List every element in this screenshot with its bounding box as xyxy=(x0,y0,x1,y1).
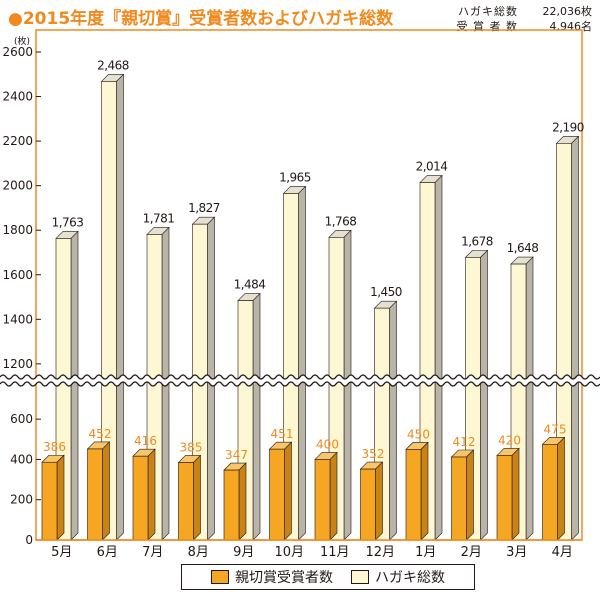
postcards-data-label-8: 1,450 xyxy=(370,285,402,299)
winners-bar-7 xyxy=(314,459,331,541)
y-tick-1200: 1200 xyxy=(2,357,33,371)
legend-item-postcards: ハガキ総数 xyxy=(351,567,445,587)
postcards-bar-6-side xyxy=(298,185,306,541)
winners-data-label-3: 416 xyxy=(134,434,157,448)
x-tick-9: 1月 xyxy=(415,545,436,560)
winners-data-label-9: 450 xyxy=(407,427,430,441)
winners-data-label-5: 347 xyxy=(225,448,248,462)
winners-bar-12-side xyxy=(557,436,565,541)
postcards-data-label-10: 1,678 xyxy=(461,234,493,248)
winners-data-label-11: 420 xyxy=(498,433,521,447)
x-tick-2: 6月 xyxy=(97,545,118,560)
legend-label-postcards: ハガキ総数 xyxy=(375,570,445,586)
y-tick-2600: 2600 xyxy=(2,45,33,59)
y-tick-2400: 2400 xyxy=(2,90,33,104)
legend-label-winners: 親切賞受賞者数 xyxy=(235,570,333,586)
y-tick-400: 400 xyxy=(10,452,33,466)
x-tick-3: 7月 xyxy=(142,545,163,560)
legend-swatch-postcards xyxy=(351,570,369,584)
y-tick-1800: 1800 xyxy=(2,223,33,237)
postcards-bar-11-side xyxy=(525,256,534,541)
y-tick-0: 0 xyxy=(25,533,33,547)
total-postcards-label: ハガキ総数 xyxy=(458,5,518,18)
winners-data-label-8: 352 xyxy=(362,447,385,461)
winners-data-label-12: 475 xyxy=(544,422,567,436)
postcards-bar-5-side xyxy=(252,292,261,541)
postcards-bar-1-side xyxy=(70,230,79,541)
winners-data-label-10: 412 xyxy=(453,435,476,449)
x-tick-4: 8月 xyxy=(188,545,209,560)
winners-bar-3-side xyxy=(147,448,156,541)
winners-bar-12 xyxy=(542,444,558,541)
postcards-data-label-3: 1,781 xyxy=(143,211,175,225)
y-tick-600: 600 xyxy=(10,412,33,426)
legend-item-winners: 親切賞受賞者数 xyxy=(211,567,333,587)
winners-bar-9 xyxy=(405,449,422,541)
winners-bar-9-side xyxy=(420,441,429,541)
y-unit-label: (枚) xyxy=(14,35,30,47)
postcards-data-label-1: 1,763 xyxy=(52,215,84,229)
postcards-data-label-11: 1,648 xyxy=(507,241,539,255)
y-tick-1600: 1600 xyxy=(2,268,33,282)
postcards-data-label-9: 2,014 xyxy=(416,160,448,174)
y-tick-1400: 1400 xyxy=(2,312,33,326)
winners-bar-6-side xyxy=(284,441,292,541)
winners-bar-6 xyxy=(269,448,285,541)
winners-data-label-6: 451 xyxy=(271,427,294,441)
total-postcards-value: 22,036枚 xyxy=(542,5,593,18)
winners-bar-3 xyxy=(132,455,149,541)
y-tick-200: 200 xyxy=(10,493,33,507)
winners-bar-5 xyxy=(223,469,240,541)
legend: 親切賞受賞者数 ハガキ総数 xyxy=(181,564,475,590)
postcards-bar-8-side xyxy=(389,300,397,541)
x-tick-12: 4月 xyxy=(552,545,573,560)
winners-bar-11 xyxy=(496,455,513,541)
winners-bar-8-side xyxy=(375,461,383,541)
x-tick-1: 5月 xyxy=(51,545,72,560)
y-tick-2200: 2200 xyxy=(2,134,33,148)
winners-bar-10-side xyxy=(466,449,474,541)
winners-bar-5-side xyxy=(238,462,247,541)
winners-bar-1 xyxy=(41,461,58,541)
postcards-bar-12-side xyxy=(571,135,579,541)
winners-bar-7-side xyxy=(329,451,338,541)
chart-title: ●2015年度『親切賞』受賞者数およびハガキ総数 xyxy=(8,9,394,29)
axis-break-line-top xyxy=(0,374,600,380)
legend-swatch-winners xyxy=(211,570,229,584)
x-tick-7: 11月 xyxy=(320,545,350,560)
postcards-data-label-7: 1,768 xyxy=(325,214,357,228)
x-tick-8: 12月 xyxy=(365,545,395,560)
winners-data-label-4: 385 xyxy=(180,440,203,454)
winners-bar-8 xyxy=(360,468,376,541)
total-postcards-row: ハガキ総数 22,036枚 xyxy=(457,4,593,19)
winners-bar-11-side xyxy=(511,447,520,541)
winners-bar-4 xyxy=(178,462,194,541)
postcards-bar-10-side xyxy=(480,249,488,541)
x-tick-10: 2月 xyxy=(461,545,482,560)
winners-bar-1-side xyxy=(56,454,65,541)
axis-break-line-bottom xyxy=(0,381,600,387)
winners-bar-10 xyxy=(451,456,467,541)
postcards-bar-2-side xyxy=(116,73,124,541)
postcards-data-label-2: 2,468 xyxy=(97,58,129,72)
postcards-data-label-12: 2,190 xyxy=(552,120,584,134)
winners-bar-4-side xyxy=(193,454,201,541)
winners-data-label-7: 400 xyxy=(316,437,339,451)
x-tick-11: 3月 xyxy=(506,545,527,560)
winners-bar-2-side xyxy=(102,441,110,541)
winners-data-label-1: 386 xyxy=(43,440,66,454)
postcards-data-label-6: 1,965 xyxy=(279,170,311,184)
postcards-bar-9-side xyxy=(434,174,443,541)
winners-bar-2 xyxy=(87,448,103,541)
y-tick-2000: 2000 xyxy=(2,179,33,193)
postcards-data-label-4: 1,827 xyxy=(188,201,220,215)
postcards-data-label-5: 1,484 xyxy=(234,278,266,292)
x-tick-6: 10月 xyxy=(274,545,304,560)
winners-data-label-2: 452 xyxy=(89,427,112,441)
x-tick-5: 9月 xyxy=(233,545,254,560)
